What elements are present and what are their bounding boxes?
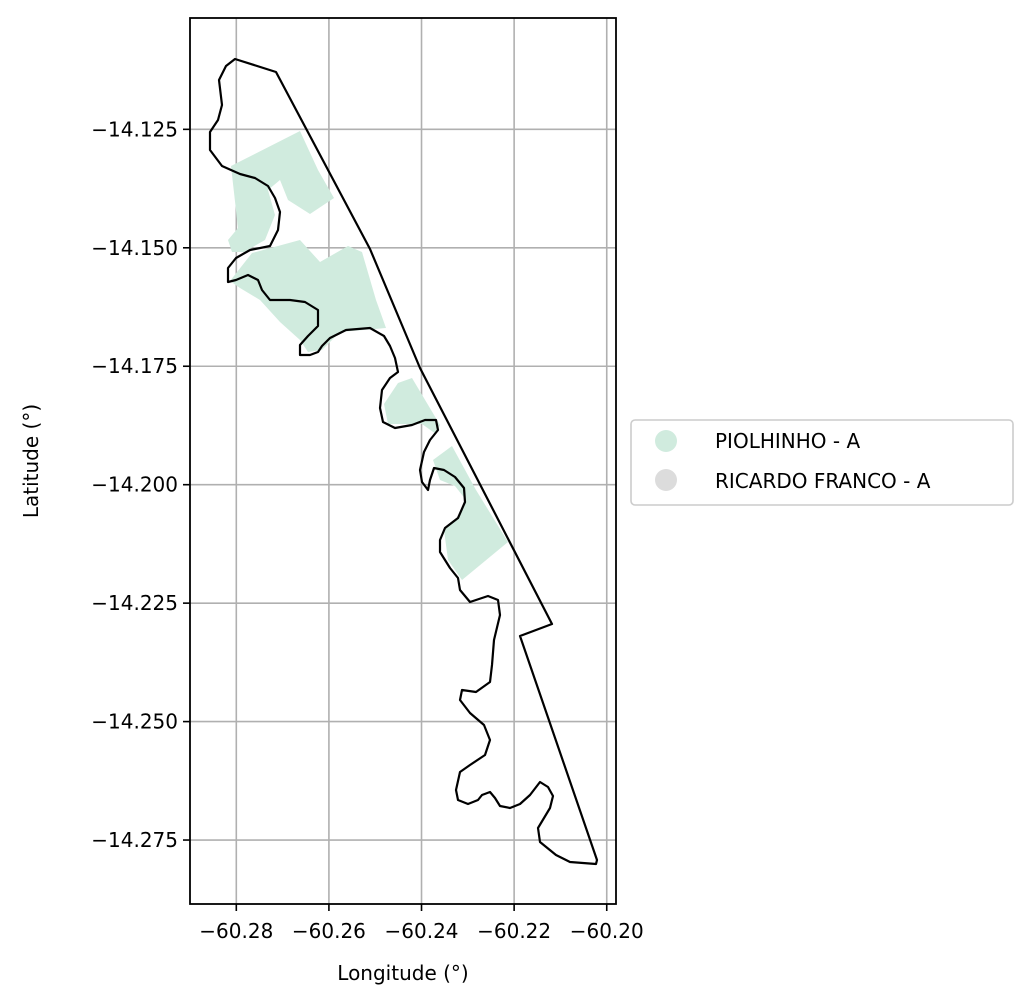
x-tick-label: −60.22 [477, 919, 551, 943]
y-tick-label: −14.175 [91, 354, 178, 378]
y-axis-label: Latitude (°) [19, 404, 43, 518]
x-tick-label: −60.28 [199, 919, 273, 943]
legend-label-ricardo-franco: RICARDO FRANCO - A [715, 469, 931, 493]
x-axis-ticks: −60.28 −60.26 −60.24 −60.22 −60.20 [199, 904, 644, 943]
legend-swatch-piolhinho [655, 430, 677, 452]
y-tick-label: −14.125 [91, 117, 178, 141]
grid-lines [190, 18, 616, 904]
y-tick-label: −14.275 [91, 828, 178, 852]
y-tick-label: −14.150 [91, 236, 178, 260]
legend-box [630, 419, 1014, 506]
legend-swatch-ricardo-franco [655, 469, 677, 491]
legend-label-piolhinho: PIOLHINHO - A [715, 429, 860, 453]
plot-frame [189, 17, 617, 905]
y-tick-label: −14.200 [91, 473, 178, 497]
x-tick-label: −60.24 [385, 919, 459, 943]
x-tick-label: −60.26 [292, 919, 366, 943]
legend: PIOLHINHO - A RICARDO FRANCO - A [630, 419, 1014, 506]
y-tick-label: −14.250 [91, 710, 178, 734]
x-tick-label: −60.20 [570, 919, 644, 943]
piolhinho-area [228, 131, 508, 580]
x-axis-label: Longitude (°) [337, 961, 468, 985]
y-axis-ticks: −14.125 −14.150 −14.175 −14.200 −14.225 −14.2… [91, 117, 190, 852]
study-area-boundary [208, 57, 599, 866]
y-tick-label: −14.225 [91, 591, 178, 615]
